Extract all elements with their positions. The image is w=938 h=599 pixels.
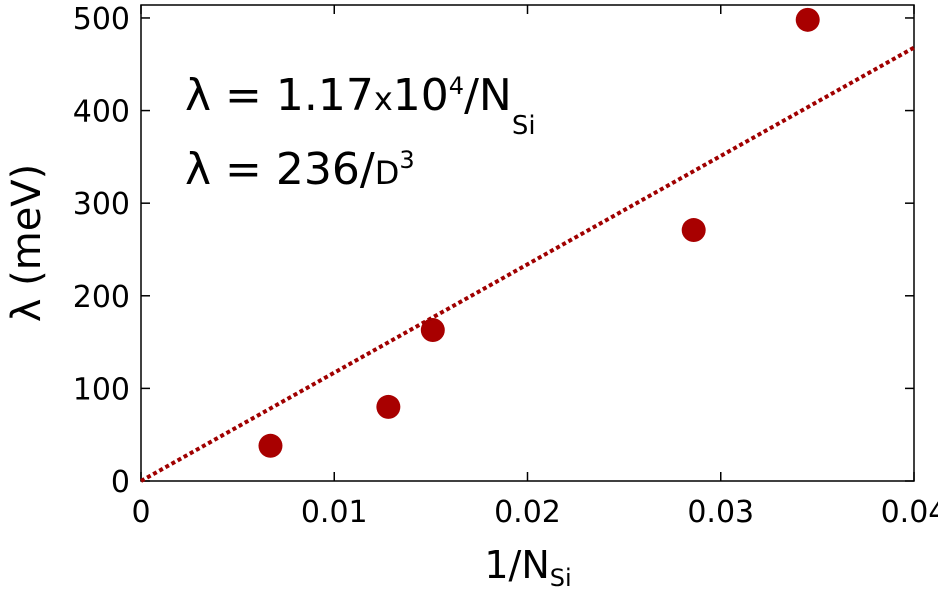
x-label-main: 1/N — [484, 543, 549, 587]
x-tick-label: 0.03 — [687, 495, 754, 530]
y-tick-label: 200 — [73, 280, 130, 315]
annotation-part: Si — [512, 111, 536, 141]
x-tick-label: 0.04 — [881, 495, 938, 530]
annotation-part: x — [374, 80, 393, 118]
annotation-part: 3 — [399, 146, 414, 174]
x-label-sub: Si — [550, 564, 572, 592]
point — [420, 318, 445, 343]
fit-line — [140, 45, 915, 483]
y-tick-label: 400 — [73, 95, 130, 130]
annotation-part: D — [375, 154, 400, 192]
annotation-part: 4 — [449, 72, 464, 100]
y-axis-label: λ (meV) — [4, 164, 50, 323]
annotation-part: /N — [464, 70, 512, 121]
x-tick-label: 0.01 — [301, 495, 368, 530]
annotation-part: 10 — [393, 70, 449, 121]
x-tick-label: 0.02 — [494, 495, 561, 530]
y-tick-label: 0 — [111, 465, 130, 500]
point — [376, 394, 401, 419]
x-tick-label: 0 — [131, 495, 150, 530]
annotation-part: λ = 1.17 — [185, 70, 374, 121]
x-axis-label: 1/NSi — [484, 543, 571, 592]
annotation: λ = 236/D3 — [185, 144, 415, 195]
y-tick-label: 300 — [73, 187, 130, 222]
annotation-part: λ = 236/ — [185, 144, 375, 195]
y-tick-label: 100 — [73, 372, 130, 407]
point — [258, 433, 283, 458]
point — [681, 218, 706, 243]
point — [795, 7, 820, 32]
annotation: λ = 1.17x104/NSi — [185, 70, 536, 141]
y-tick-label: 500 — [73, 2, 130, 37]
